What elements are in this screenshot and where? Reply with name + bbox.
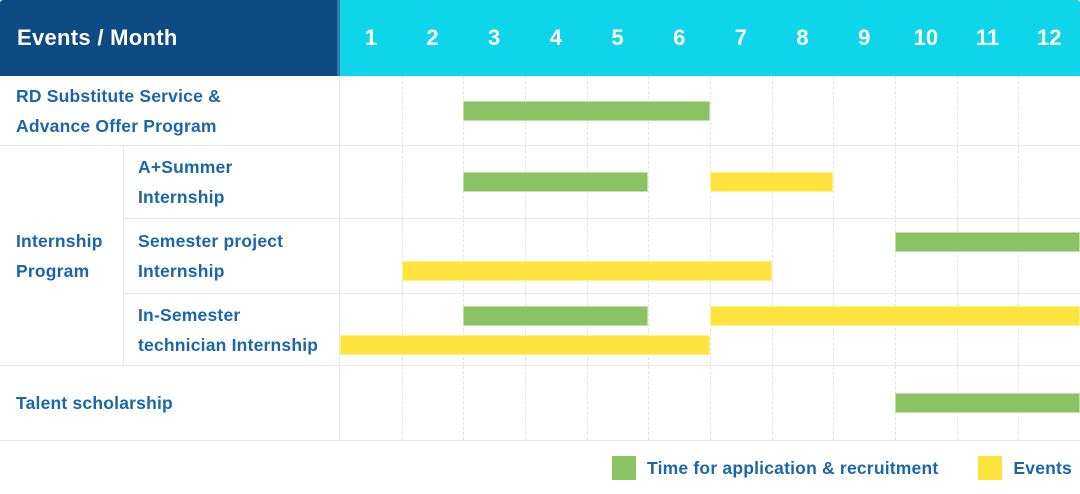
month-gridline <box>1018 76 1020 145</box>
row-a-plus-summer-internship: A+Summer Internship <box>124 146 1080 219</box>
gantt-bar-event <box>340 334 710 355</box>
month-gridline <box>648 219 650 293</box>
legend: Time for application & recruitment Event… <box>0 441 1080 494</box>
month-gridline <box>586 219 588 293</box>
month-gridline <box>956 219 958 293</box>
gantt-bar-application <box>895 393 1080 413</box>
month-gridline <box>525 366 526 440</box>
header-row: Events / Month 1 2 3 4 5 6 7 8 9 10 11 12 <box>0 0 1080 76</box>
month-header-label: 1 <box>364 25 377 50</box>
month-header-label: 6 <box>673 25 686 50</box>
month-gridline <box>895 76 896 145</box>
gantt-chart-cell <box>340 219 1080 293</box>
month-gridline <box>833 219 835 293</box>
row-in-semester-technician-internship: In-Semester technician Internship <box>124 294 1080 365</box>
legend-swatch-yellow <box>978 456 1003 480</box>
legend-label-events: Events <box>1013 457 1072 478</box>
row-label-rd-substitute-service: RD Substitute Service & Advance Offer Pr… <box>0 76 340 145</box>
month-gridline <box>833 294 835 365</box>
month-gridline <box>956 76 958 145</box>
row-semester-project-internship: Semester project Internship <box>124 219 1080 294</box>
month-gridline <box>771 76 773 145</box>
row-label-talent-scholarship: Talent scholarship <box>0 366 340 440</box>
month-gridline <box>771 219 773 293</box>
gantt-bar-application <box>895 232 1080 252</box>
month-gridline <box>833 76 835 145</box>
legend-item-application: Time for application & recruitment <box>612 456 938 480</box>
month-gridline <box>401 146 403 218</box>
month-gridline <box>895 219 896 293</box>
gantt-chart-cell <box>340 294 1080 365</box>
legend-label-application: Time for application & recruitment <box>647 457 939 478</box>
month-gridline <box>1018 146 1020 218</box>
month-gridline <box>1018 219 1020 293</box>
month-header-strip: 1 2 3 4 5 6 7 8 9 10 11 12 <box>340 0 1080 76</box>
month-header-label: 10 <box>913 25 939 50</box>
legend-swatch-green <box>612 456 637 480</box>
month-gridline <box>586 366 588 440</box>
month-gridline <box>833 146 835 218</box>
month-gridline <box>833 366 835 440</box>
month-gridline <box>648 366 650 440</box>
row-label-semester-project-internship: Semester project Internship <box>124 219 340 293</box>
month-header-label: 11 <box>975 25 1000 50</box>
row-label-in-semester-technician-internship: In-Semester technician Internship <box>124 294 340 365</box>
group-internship-program: Internship Program A+Summer Internship S… <box>0 146 1080 366</box>
month-gridline <box>463 366 465 440</box>
month-gridline <box>1018 294 1020 365</box>
month-gridline <box>648 146 650 218</box>
gantt-bar-application <box>463 100 710 121</box>
gantt-chart-cell <box>340 76 1080 145</box>
gantt-bar-event <box>710 305 1080 326</box>
month-gridline <box>401 76 403 145</box>
gantt-chart-cell <box>340 366 1080 440</box>
gantt-bar-application <box>463 305 649 326</box>
month-header-label: 2 <box>426 25 439 50</box>
month-gridline <box>771 366 773 440</box>
row-rd-substitute-service: RD Substitute Service & Advance Offer Pr… <box>0 76 1080 146</box>
month-gridline <box>956 294 958 365</box>
month-gridline <box>895 146 896 218</box>
month-header-label: 9 <box>858 25 871 50</box>
month-header-label: 3 <box>488 25 501 50</box>
month-gridline <box>401 219 403 293</box>
month-gridline <box>710 219 711 293</box>
group-label-internship-program: Internship Program <box>0 146 124 365</box>
month-gridline <box>771 294 773 365</box>
month-header-label: 5 <box>611 25 624 50</box>
month-gridline <box>710 366 711 440</box>
month-gridline <box>463 219 465 293</box>
month-gridline <box>401 366 403 440</box>
gantt-chart-cell <box>340 146 1080 218</box>
month-gridline <box>710 76 711 145</box>
month-header-label: 4 <box>549 25 562 50</box>
month-header-label: 7 <box>734 25 747 50</box>
month-gridline <box>895 294 896 365</box>
events-month-header-cell: Events / Month <box>0 0 340 76</box>
gantt-bar-event <box>710 172 834 192</box>
row-talent-scholarship: Talent scholarship <box>0 366 1080 441</box>
gantt-bar-application <box>463 172 649 192</box>
month-gridline <box>956 146 958 218</box>
group-body: A+Summer Internship Semester project Int… <box>124 146 1080 365</box>
gantt-bar-event <box>401 261 772 281</box>
row-label-a-plus-summer-internship: A+Summer Internship <box>124 146 340 218</box>
legend-item-events: Events <box>978 456 1072 480</box>
month-header-label: 8 <box>796 25 809 50</box>
gantt-table: Events / Month 1 2 3 4 5 6 7 8 9 10 11 12 RD Substi… <box>0 0 1080 441</box>
month-gridline <box>710 294 711 365</box>
month-header-label: 12 <box>1036 25 1062 50</box>
month-gridline <box>525 219 526 293</box>
